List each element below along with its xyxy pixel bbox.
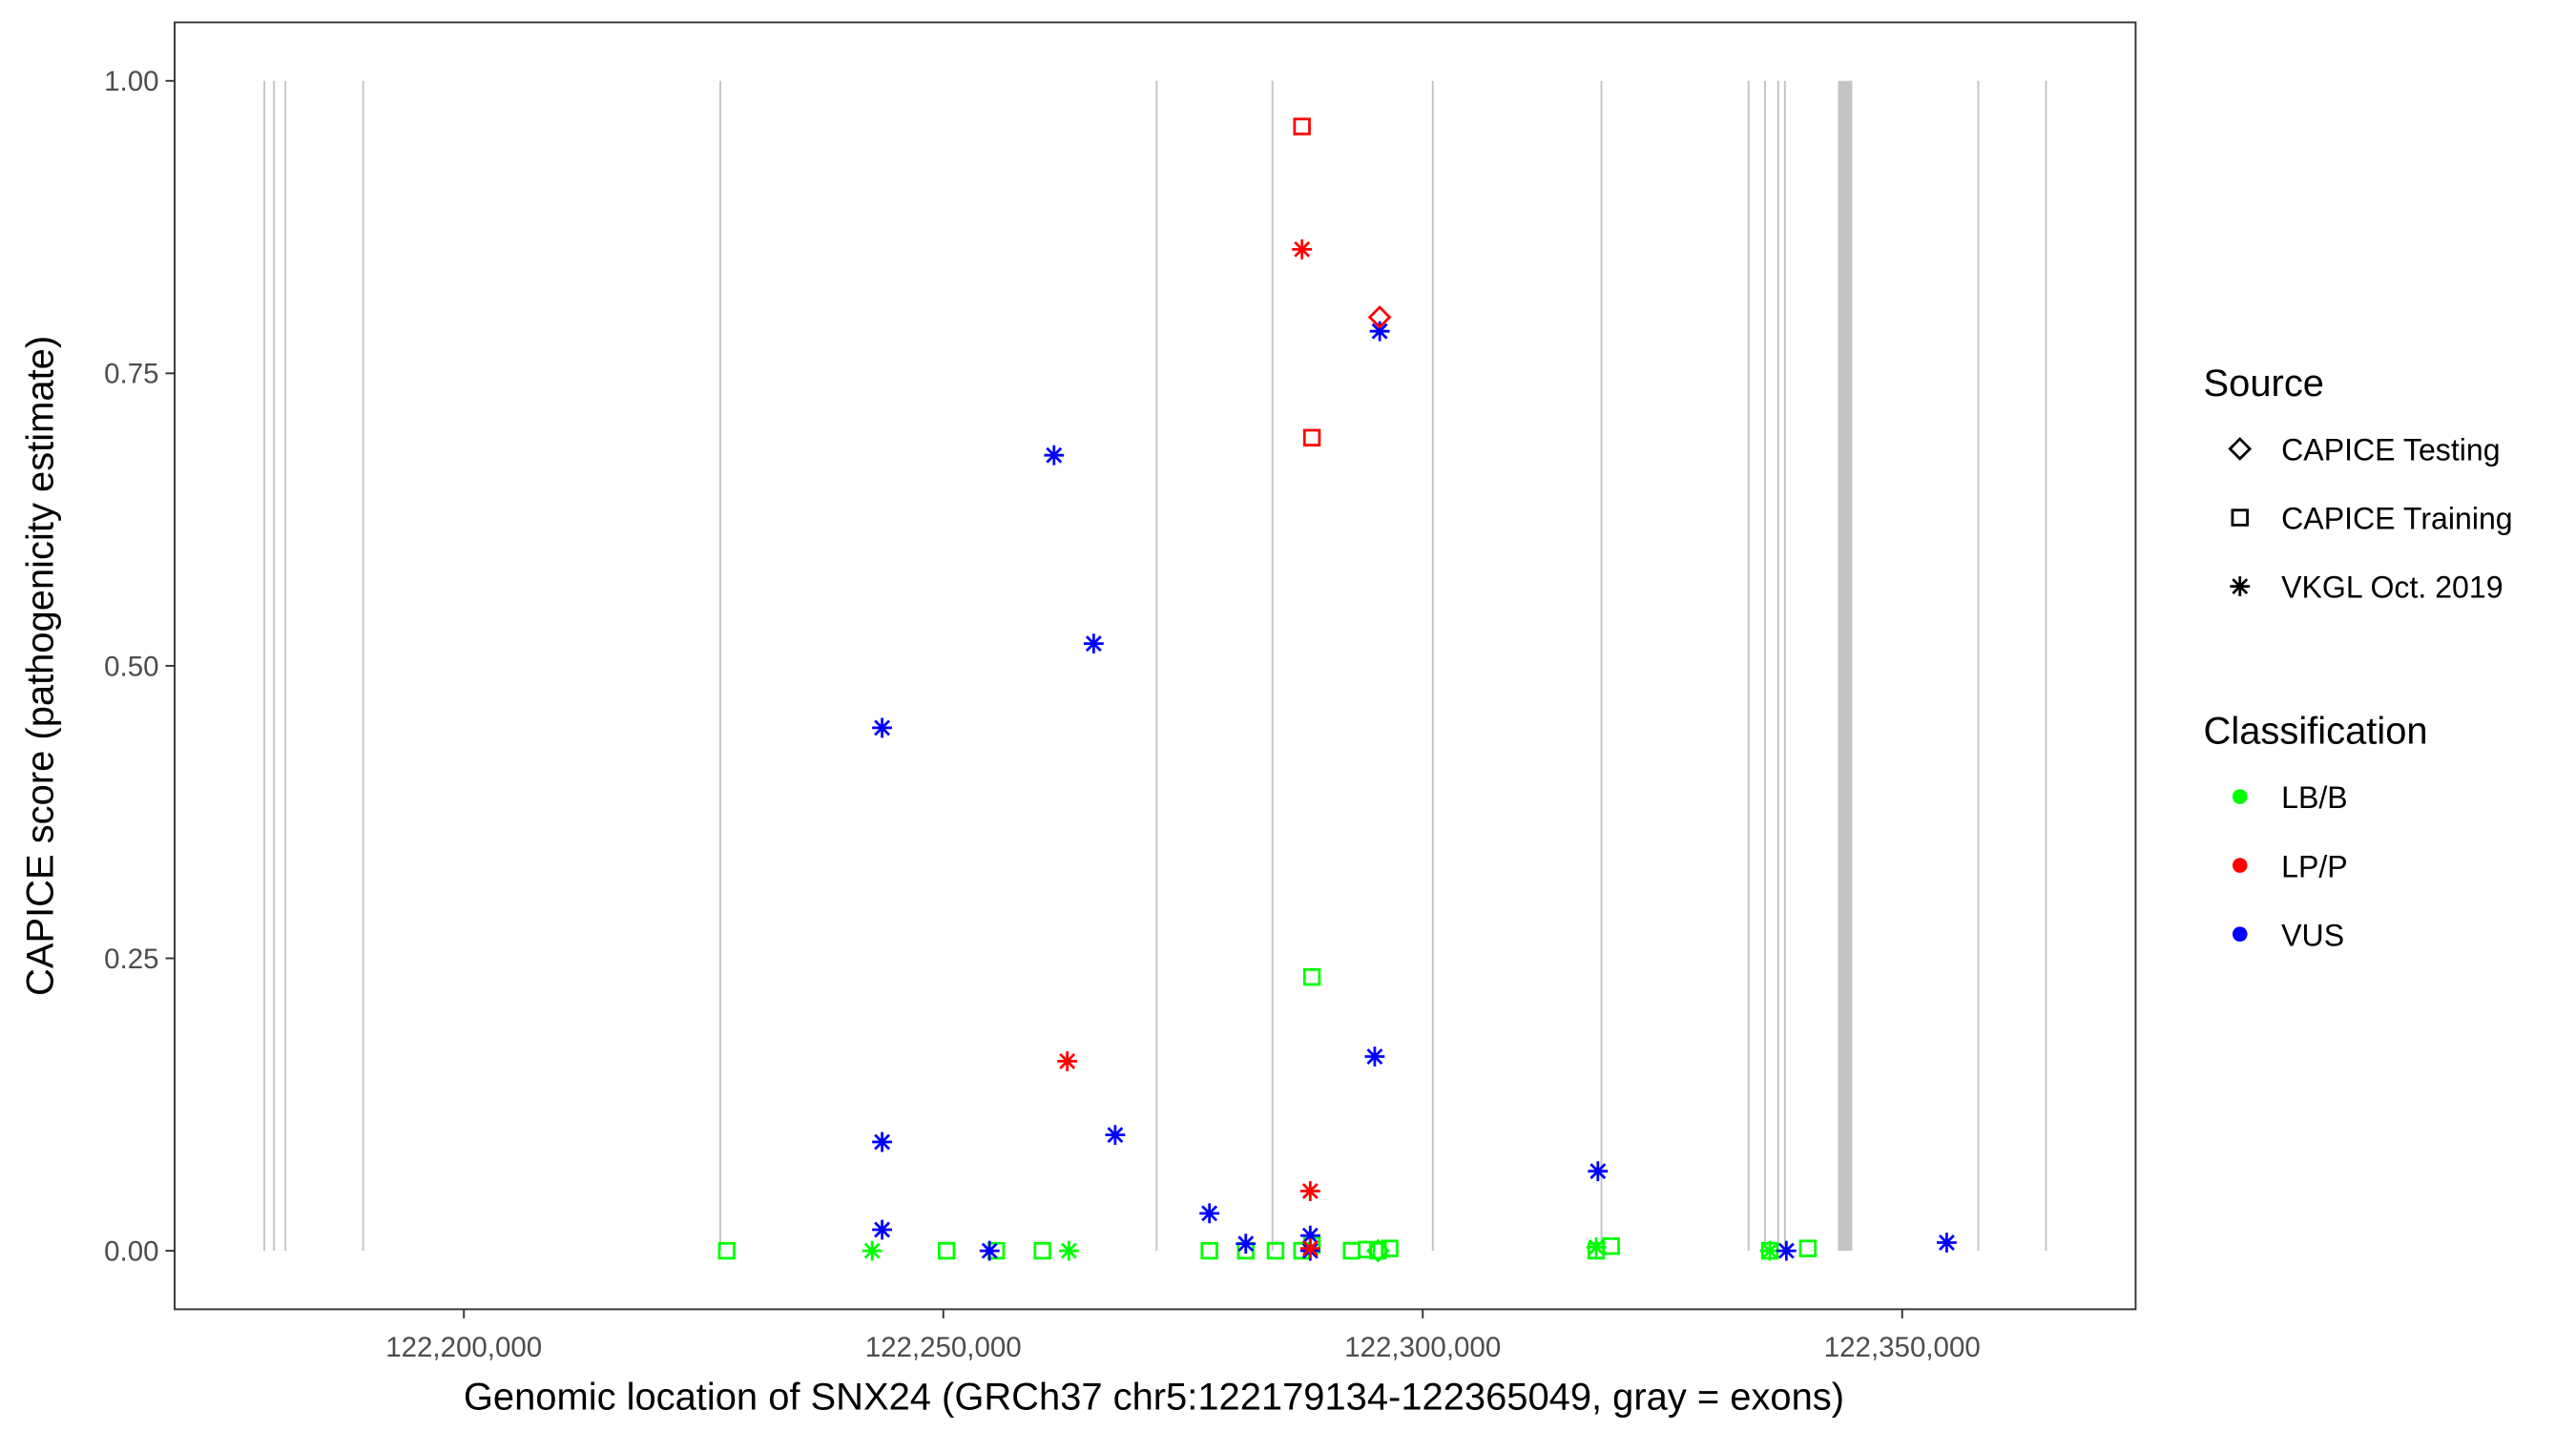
data-point-star [1364, 1047, 1385, 1067]
exon-bar [284, 80, 287, 1252]
exon-bar [1776, 80, 1779, 1252]
data-point-square [1798, 1239, 1818, 1257]
legend: Source CAPICE Testing CAPICE Training VKGL… [2204, 363, 2513, 952]
y-tick-label: 0.25 [104, 944, 158, 975]
legend-key-dot-icon [2232, 858, 2248, 873]
exon-bar [362, 80, 364, 1252]
data-point-square [1602, 1236, 1620, 1255]
exon-bar [1155, 80, 1158, 1252]
data-point-star [1776, 1240, 1797, 1261]
data-point-star [1937, 1233, 1957, 1253]
exon-bar [263, 80, 266, 1252]
legend-key-dot-icon [2232, 789, 2248, 804]
data-point-square [1302, 428, 1321, 446]
legend-label: LP/P [2281, 849, 2348, 883]
exon-bar [1838, 80, 1853, 1252]
data-point-star [872, 1219, 892, 1240]
data-point-star [1299, 1225, 1320, 1246]
exon-layer [263, 80, 2047, 1252]
legend-title-classification: Classification [2204, 711, 2428, 753]
data-point-star [1044, 445, 1065, 466]
exon-bar [1271, 80, 1274, 1252]
exon-bar [1431, 80, 1434, 1252]
exon-bar [719, 80, 721, 1252]
exon-bar [2045, 80, 2047, 1252]
exon-bar [273, 80, 276, 1252]
x-tick-label: 122,200,000 [385, 1332, 542, 1363]
y-axis: 0.00 0.25 0.50 0.75 1.00 [104, 66, 176, 1267]
data-point-square [717, 1241, 736, 1260]
data-point-square [1381, 1239, 1399, 1257]
x-axis-title: Genomic location of SNX24 (GRCh37 chr5:1… [464, 1376, 1844, 1418]
x-tick-label: 122,300,000 [1344, 1332, 1501, 1363]
data-point-square [1358, 1240, 1376, 1259]
data-point-star [1299, 1238, 1320, 1259]
legend-label: CAPICE Training [2281, 502, 2513, 536]
y-tick-label: 0.75 [104, 359, 158, 390]
exon-bar [1783, 80, 1786, 1252]
data-point-star [872, 1131, 892, 1152]
data-point-star [1058, 1240, 1079, 1261]
legend-label: VKGL Oct. 2019 [2281, 570, 2503, 605]
points-layer [717, 117, 1957, 1263]
data-point-star [1105, 1125, 1126, 1146]
y-tick-label: 0.00 [104, 1235, 158, 1267]
legend-label: VUS [2281, 918, 2344, 952]
data-point-star [1057, 1050, 1078, 1071]
data-point-star [1759, 1240, 1780, 1261]
data-point-square [1293, 117, 1311, 135]
data-point-star [1369, 321, 1390, 342]
exon-bar [1747, 80, 1750, 1252]
x-tick-label: 122,350,000 [1824, 1332, 1981, 1363]
x-tick-label: 122,250,000 [865, 1332, 1022, 1363]
legend-key-square-icon [2231, 508, 2249, 527]
data-point-diamond [1367, 305, 1392, 329]
exon-bar [1764, 80, 1766, 1252]
data-point-star [1083, 633, 1104, 654]
data-point-star [979, 1240, 1000, 1261]
data-point-square [1266, 1241, 1285, 1260]
data-point-square [1302, 967, 1321, 986]
y-tick-label: 0.50 [104, 651, 158, 682]
legend-label: LB/B [2281, 780, 2348, 815]
legend-key-star-icon [2230, 576, 2251, 596]
data-point-star [1299, 1181, 1320, 1201]
data-point-star [1586, 1236, 1607, 1257]
data-point-star [862, 1240, 883, 1261]
x-axis: 122,200,000 122,250,000 122,300,000 122,350… [385, 1309, 1981, 1363]
data-point-star [1588, 1161, 1609, 1182]
exon-bar [1600, 80, 1603, 1252]
data-point-square [1033, 1241, 1051, 1260]
data-point-square [937, 1241, 956, 1260]
legend-key-diamond-icon [2228, 437, 2253, 461]
y-tick-label: 1.00 [104, 66, 158, 97]
data-point-star [1199, 1203, 1220, 1224]
legend-title-source: Source [2204, 363, 2324, 404]
data-point-star [1236, 1234, 1257, 1255]
legend-key-dot-icon [2232, 926, 2248, 942]
exon-bar [1977, 80, 1980, 1252]
y-axis-title: CAPICE score (pathogenicity estimate) [20, 336, 62, 996]
data-point-star [1292, 238, 1313, 259]
data-point-square [1200, 1241, 1218, 1260]
data-point-star [872, 717, 892, 738]
legend-label: CAPICE Testing [2281, 433, 2500, 467]
data-point-square [1369, 1241, 1387, 1260]
